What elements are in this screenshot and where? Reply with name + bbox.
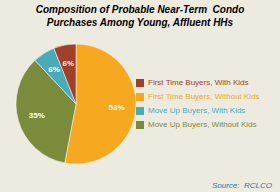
svg-text:53%: 53% — [109, 103, 125, 112]
html-text:Source: RCLCO: Source: RCLCO — [212, 181, 272, 190]
html-text:Move Up Buyers, Without Kids: Move Up Buyers, Without Kids — [148, 120, 257, 129]
html-text:Composition of Probable Near-T: Composition of Probable Near-Term Condo — [35, 4, 245, 15]
svg-text:35%: 35% — [29, 111, 45, 120]
html-text:First Time Buyers, Without Kid: First Time Buyers, Without Kids — [148, 92, 260, 101]
svg-text:6%: 6% — [63, 59, 75, 68]
html-text:Purchases Among Young, Affluen: Purchases Among Young, Affluent HHs — [46, 17, 234, 28]
html-text:Move Up Buyers, With Kids: Move Up Buyers, With Kids — [148, 106, 246, 115]
svg-text:6%: 6% — [48, 65, 60, 74]
html-text:First Time Buyers, With Kids: First Time Buyers, With Kids — [148, 78, 249, 87]
